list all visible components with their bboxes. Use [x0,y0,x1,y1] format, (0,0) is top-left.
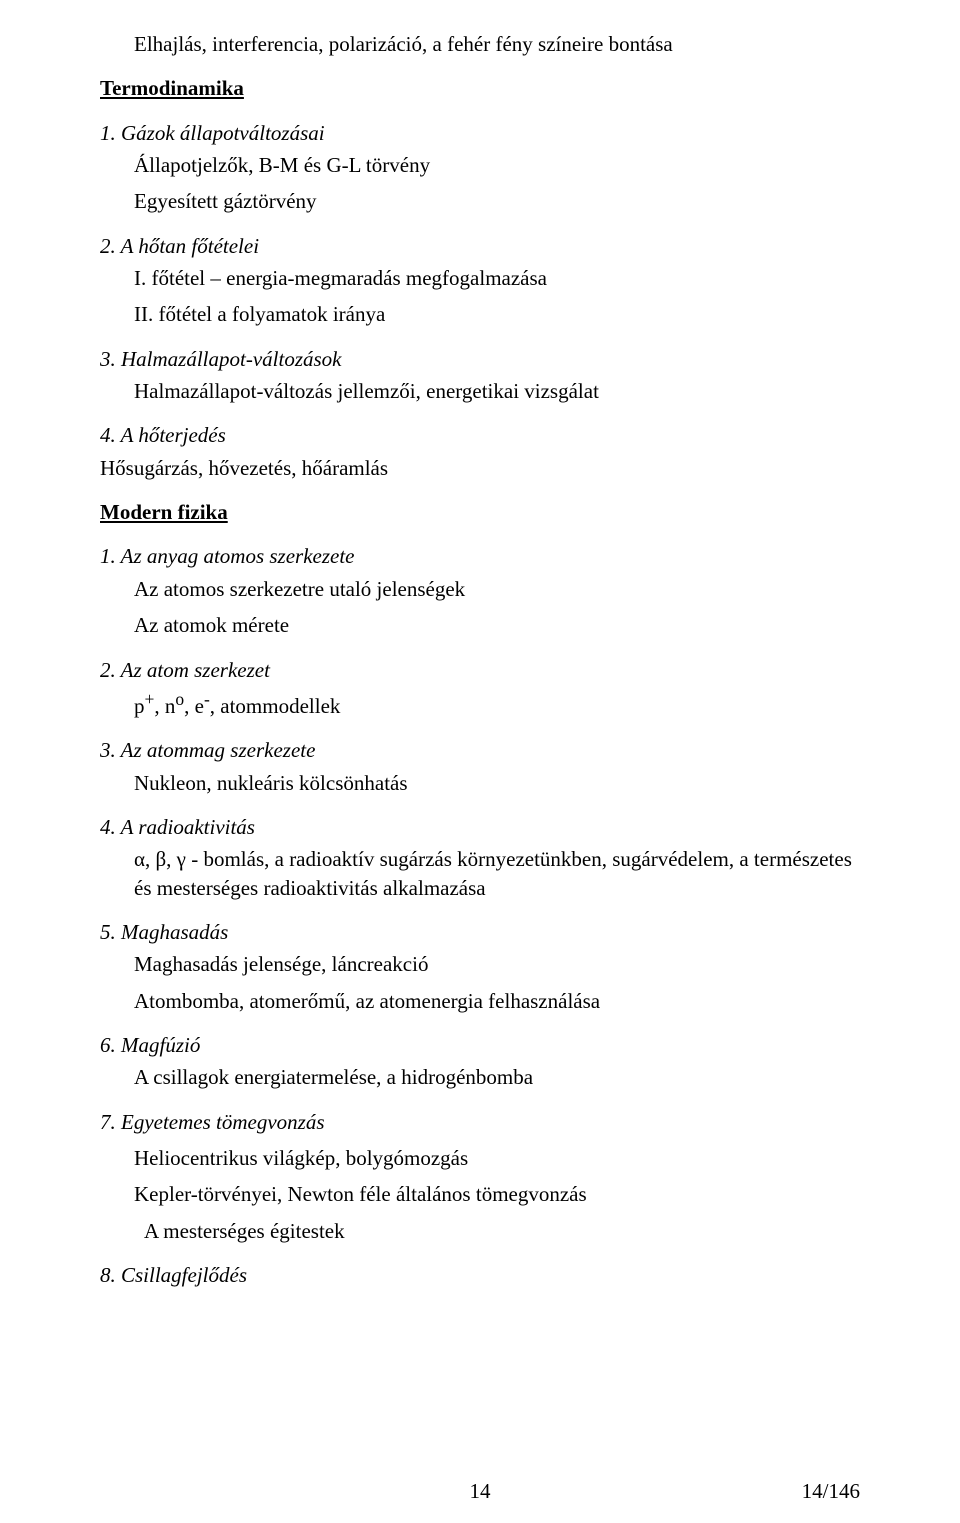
item-3-title: 3. Halmazállapot-változások [100,345,860,373]
m2-mid2: , e [184,694,204,718]
item-1-line-1: Állapotjelzők, B-M és G-L törvény [134,151,860,179]
m4-line-1: α, β, γ - bomlás, a radioaktív sugárzás … [134,845,860,902]
item-2-line-2: II. főtétel a folyamatok iránya [134,300,860,328]
item-2-line-1: I. főtétel – energia-megmaradás megfogal… [134,264,860,292]
m5-title: 5. Maghasadás [100,918,860,946]
m2-pre: p [134,694,145,718]
m1-line-2: Az atomok mérete [134,611,860,639]
m1-title: 1. Az anyag atomos szerkezete [100,542,860,570]
m7-line-2: Kepler-törvényei, Newton féle általános … [134,1180,860,1208]
m2-mid1: , n [154,694,175,718]
m6-title: 6. Magfúzió [100,1031,860,1059]
m1-line-1: Az atomos szerkezetre utaló jelenségek [134,575,860,603]
m3-title: 3. Az atommag szerkezete [100,736,860,764]
m2-title: 2. Az atom szerkezet [100,656,860,684]
m2-line-1: p+, no, e-, atommodellek [134,688,860,720]
m7-title: 7. Egyetemes tömegvonzás [100,1108,860,1136]
m5-line-2: Atombomba, atomerőmű, az atomenergia fel… [134,987,860,1015]
m7-line-1: Heliocentrikus világkép, bolygómozgás [134,1144,860,1172]
item-4-title: 4. A hőterjedés [100,421,860,449]
item-4-line-1: Hősugárzás, hővezetés, hőáramlás [100,454,860,482]
m2-sup2: o [175,689,184,709]
m2-sup1: + [145,689,155,709]
item-1-line-2: Egyesített gáztörvény [134,187,860,215]
page-footer: 14 14/146 [0,1477,960,1505]
item-1-title: 1. Gázok állapotváltozásai [100,119,860,147]
m3-line-1: Nukleon, nukleáris kölcsönhatás [134,769,860,797]
m8-title: 8. Csillagfejlődés [100,1261,860,1289]
section-termodinamika: Termodinamika [100,74,860,102]
m7-line-3: A mesterséges égitestek [144,1217,860,1245]
m4-title: 4. A radioaktivitás [100,813,860,841]
m2-post: , atommodellek [210,694,341,718]
item-3-line-1: Halmazállapot-változás jellemzői, energe… [134,377,860,405]
m6-line-1: A csillagok energiatermelése, a hidrogén… [134,1063,860,1091]
intro-line: Elhajlás, interferencia, polarizáció, a … [134,30,860,58]
m5-line-1: Maghasadás jelensége, láncreakció [134,950,860,978]
item-2-title: 2. A hőtan főtételei [100,232,860,260]
page-number-right: 14/146 [802,1477,860,1505]
section-modern-fizika: Modern fizika [100,498,860,526]
